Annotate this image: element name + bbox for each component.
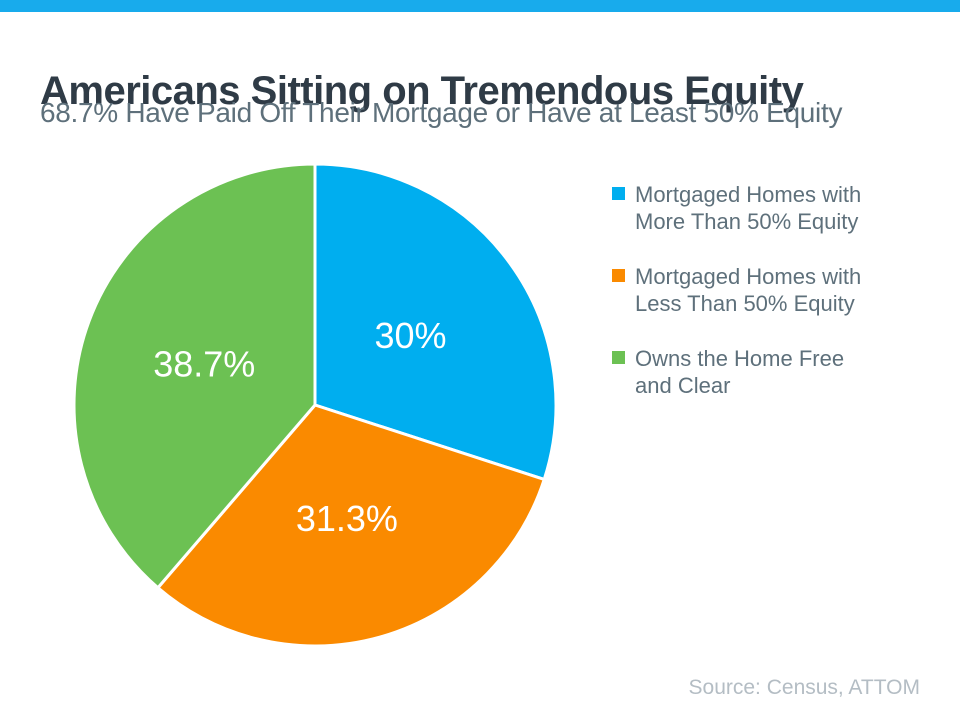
legend-label: Mortgaged Homes with More Than 50% Equit… [635,181,895,235]
pie-chart: 30% 31.3% 38.7% [72,162,558,648]
legend-label-line: Mortgaged Homes with [635,182,862,207]
legend-label-line: Owns the Home Free [635,346,845,371]
legend-label-line: Mortgaged Homes with [635,264,862,289]
pie-slice-label-0: 30% [375,315,447,356]
legend-swatch-orange [612,269,625,282]
legend-label-line: and Clear [635,373,731,398]
legend-swatch-blue [612,187,625,200]
legend-swatch-green [612,351,625,364]
pie-slice-label-1: 31.3% [296,498,398,539]
top-accent-bar [0,0,960,12]
legend-label: Mortgaged Homes with Less Than 50% Equit… [635,263,895,317]
pie-slice-label-2: 38.7% [153,343,255,384]
pie-slice-2 [72,162,317,590]
page-title: Americans Sitting on Tremendous Equity [40,68,804,113]
chart-legend: Mortgaged Homes with More Than 50% Equit… [612,181,895,399]
pie-slice-1 [156,403,546,648]
legend-label-line: Less Than 50% Equity [635,291,855,316]
legend-item-less-than-50-equity: Mortgaged Homes with Less Than 50% Equit… [612,263,895,317]
legend-item-free-and-clear: Owns the Home Free and Clear [612,345,895,399]
legend-item-more-than-50-equity: Mortgaged Homes with More Than 50% Equit… [612,181,895,235]
source-credit: Source: Census, ATTOM [688,676,920,699]
legend-label: Owns the Home Free and Clear [635,345,895,399]
legend-label-line: More Than 50% Equity [635,209,859,234]
pie-slice-0 [313,162,558,481]
page-subtitle: 68.7% Have Paid Off Their Mortgage or Ha… [40,97,843,128]
